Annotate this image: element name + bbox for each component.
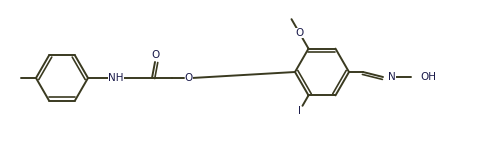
Text: O: O <box>152 50 160 60</box>
Text: I: I <box>298 106 301 116</box>
Text: OH: OH <box>420 72 436 82</box>
Text: N: N <box>388 72 396 82</box>
Text: O: O <box>185 73 193 83</box>
Text: O: O <box>296 28 304 38</box>
Text: NH: NH <box>108 73 124 83</box>
